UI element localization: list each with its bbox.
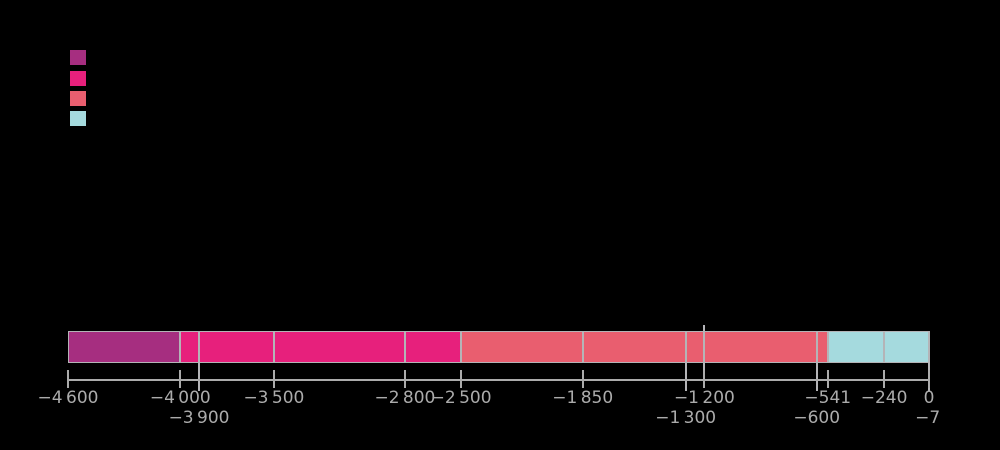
axis-tick-label-row1: −541 — [804, 388, 852, 408]
event-divider-line — [272, 331, 275, 363]
axis-tick — [67, 370, 69, 388]
segment-boundary-line — [179, 331, 182, 363]
axis-tick-label-row1: −2 800 — [374, 388, 436, 408]
axis-tick-label-row1: −3 500 — [243, 388, 305, 408]
axis-tick-label-row1: −2 500 — [430, 388, 492, 408]
x-axis-line — [68, 379, 930, 381]
axis-tick — [928, 370, 930, 388]
axis-tick-label-row1: −240 — [860, 388, 908, 408]
timeline-segment-4 — [827, 331, 929, 363]
timeline-segment-2 — [180, 331, 462, 363]
event-divider-line — [198, 331, 201, 391]
axis-tick — [272, 370, 275, 388]
timeline-segment-3 — [461, 331, 828, 363]
event-divider-line — [815, 331, 818, 391]
event-divider-line — [581, 331, 584, 363]
event-divider-line — [883, 331, 886, 363]
timeline-segment-1 — [68, 331, 181, 363]
annotation-line — [703, 325, 706, 388]
axis-tick — [179, 370, 182, 388]
axis-tick — [403, 370, 406, 388]
axis-tick-label-row1: −4 600 — [37, 388, 99, 408]
axis-tick-label-row2: −7 — [915, 408, 941, 428]
axis-tick — [703, 370, 706, 388]
legend-swatch-1 — [70, 50, 86, 65]
axis-tick-label-row2: −3 900 — [168, 408, 230, 428]
axis-tick-label-row1: −1 200 — [673, 388, 735, 408]
axis-tick — [826, 370, 829, 388]
segment-boundary-line — [460, 331, 463, 363]
legend-swatch-4 — [70, 111, 86, 126]
axis-tick-label-row1: −1 850 — [552, 388, 614, 408]
axis-tick — [460, 370, 463, 388]
axis-tick-label-row1: −4 000 — [149, 388, 211, 408]
legend-swatch-3 — [70, 91, 86, 106]
axis-tick-label-row2: −600 — [793, 408, 841, 428]
axis-tick-label-row2: −1 300 — [655, 408, 717, 428]
event-divider-line — [684, 331, 687, 391]
axis-tick-label-row1: 0 — [923, 388, 935, 408]
axis-tick — [883, 370, 886, 388]
legend-swatch-2 — [70, 71, 86, 86]
bar-right-edge-line — [928, 331, 930, 391]
axis-tick — [581, 370, 584, 388]
segment-boundary-line — [826, 331, 829, 363]
event-divider-line — [403, 331, 406, 363]
